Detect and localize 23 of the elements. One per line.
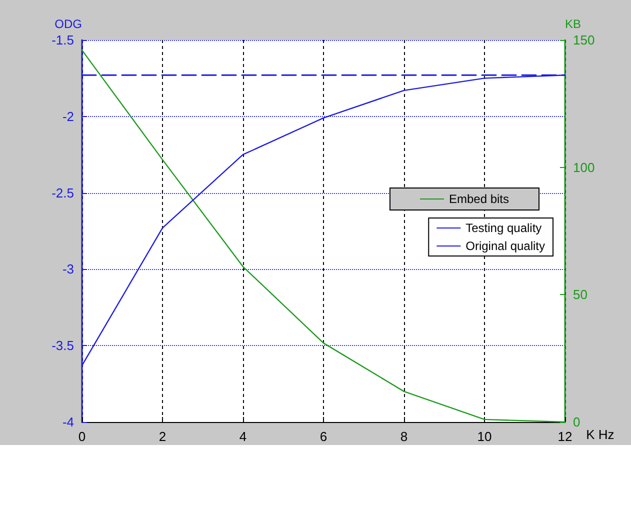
x-tick-label: 4	[239, 429, 247, 444]
y2-tick-label: 100	[573, 160, 595, 175]
y-tick-label: -2.5	[52, 185, 74, 200]
x-tick-label: 6	[320, 429, 328, 444]
x-axis-title: K Hz	[586, 427, 614, 442]
y2-tick-label: 0	[573, 414, 580, 430]
x-tick-label: 10	[477, 429, 492, 444]
y-tick-label: -3	[62, 262, 74, 277]
x-tick-label: 12	[558, 429, 572, 444]
legend-label: Embed bits	[448, 192, 509, 206]
legend-label: Original quality	[466, 239, 546, 253]
y-tick-label: -1.5	[52, 32, 74, 48]
y-tick-label: -4	[62, 414, 74, 430]
y2-axis-title: KB	[565, 17, 582, 31]
x-tick-label: 0	[78, 429, 86, 444]
y2-tick-label: 150	[573, 32, 595, 48]
y-tick-label: -3.5	[52, 338, 74, 354]
y-tick-label: -2	[62, 108, 74, 124]
x-tick-label: 8	[400, 429, 408, 444]
x-tick-label: 2	[158, 429, 166, 444]
y-axis-title: ODG	[54, 17, 82, 31]
y2-tick-label: 50	[573, 287, 588, 302]
legend-label: Testing quality	[466, 221, 542, 235]
